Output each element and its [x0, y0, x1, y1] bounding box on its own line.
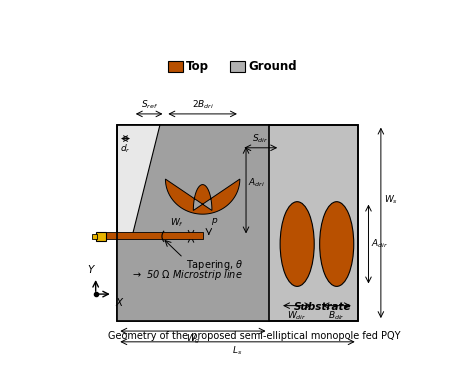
- Text: $A_{dir}$: $A_{dir}$: [371, 238, 388, 250]
- Text: $W_{dir}$: $W_{dir}$: [287, 310, 307, 322]
- Bar: [118, 125, 357, 321]
- Bar: [92, 234, 97, 239]
- Text: $S_{ref}$: $S_{ref}$: [140, 98, 158, 111]
- Polygon shape: [118, 125, 160, 233]
- Ellipse shape: [280, 202, 314, 286]
- Bar: [96, 232, 106, 241]
- Text: $W_s$: $W_s$: [384, 194, 398, 206]
- Text: Tapering, $\theta$: Tapering, $\theta$: [186, 258, 243, 272]
- Text: $B_{dir}$: $B_{dir}$: [328, 310, 345, 322]
- Text: $W_f$: $W_f$: [170, 216, 184, 229]
- Text: $W_g$: $W_g$: [186, 334, 201, 346]
- Bar: [106, 233, 202, 239]
- Text: $S_{dir}$: $S_{dir}$: [252, 133, 268, 145]
- Text: $\rightarrow$ 50 $\Omega$ Microstrip line: $\rightarrow$ 50 $\Omega$ Microstrip lin…: [131, 268, 243, 282]
- Text: Ground: Ground: [248, 60, 297, 73]
- Text: $X$: $X$: [115, 296, 125, 308]
- Bar: [168, 61, 183, 72]
- Ellipse shape: [319, 202, 354, 286]
- Text: $2B_{dri}$: $2B_{dri}$: [191, 98, 214, 111]
- Bar: [118, 125, 268, 321]
- Bar: [118, 125, 357, 321]
- Text: $L_s$: $L_s$: [232, 344, 243, 357]
- Text: Geometry of the proposed semi-elliptical monopole fed PQY: Geometry of the proposed semi-elliptical…: [108, 331, 401, 341]
- Polygon shape: [165, 179, 240, 214]
- Text: $p$: $p$: [211, 216, 219, 227]
- Text: $A_{dri}$: $A_{dri}$: [248, 176, 265, 189]
- Text: $Y$: $Y$: [87, 263, 96, 275]
- Bar: [230, 61, 245, 72]
- Text: Substrate: Substrate: [294, 302, 351, 312]
- Text: $d_r$: $d_r$: [120, 142, 130, 155]
- Text: Top: Top: [186, 60, 210, 73]
